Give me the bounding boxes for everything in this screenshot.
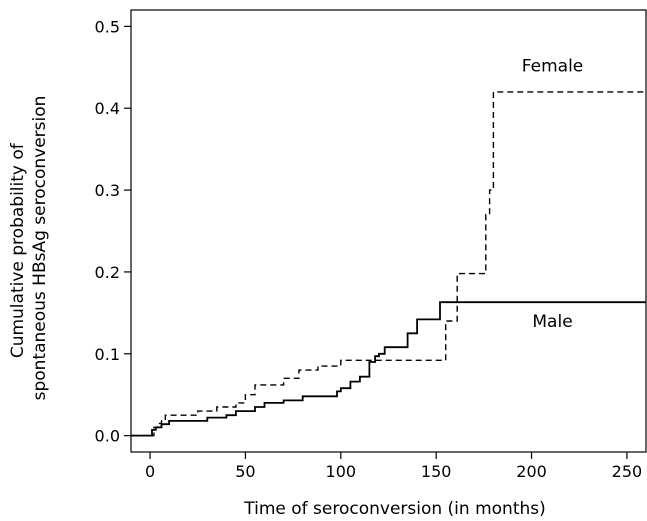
series-female-line bbox=[131, 91, 646, 437]
x-tick-label-4: 200 bbox=[516, 462, 547, 481]
series-male-line bbox=[131, 301, 646, 437]
axes: 0 50 100 150 200 250 0.0 0.1 0.2 0.3 0.4 0.5 bbox=[95, 9, 647, 481]
series-layer bbox=[131, 91, 646, 437]
x-axis-title: Time of seroconversion (in months) bbox=[243, 499, 546, 519]
y-axis-title-line-2: spontaneous HBsAg seroconversion bbox=[30, 96, 50, 401]
y-tick-label-3: 0.3 bbox=[95, 181, 120, 200]
x-tick-label-2: 100 bbox=[326, 462, 357, 481]
y-axis-title-line-1: Cumulative probability of bbox=[8, 142, 28, 358]
x-tick-label-0: 0 bbox=[145, 462, 155, 481]
annotation-male: Male bbox=[532, 312, 572, 332]
annotation-female: Female bbox=[522, 56, 583, 76]
annotations: Female Male bbox=[522, 56, 583, 331]
y-tick-label-4: 0.4 bbox=[95, 99, 120, 118]
y-tick-label-0: 0.0 bbox=[95, 427, 120, 446]
plot-frame bbox=[130, 9, 647, 453]
y-tick-label-5: 0.5 bbox=[95, 17, 120, 36]
x-tick-label-3: 150 bbox=[421, 462, 452, 481]
y-tick-label-1: 0.1 bbox=[95, 345, 120, 364]
y-tick-label-2: 0.2 bbox=[95, 263, 120, 282]
x-tick-label-5: 250 bbox=[612, 462, 643, 481]
y-axis-title: Cumulative probability of spontaneous HB… bbox=[8, 96, 50, 401]
x-tick-label-1: 50 bbox=[235, 462, 255, 481]
